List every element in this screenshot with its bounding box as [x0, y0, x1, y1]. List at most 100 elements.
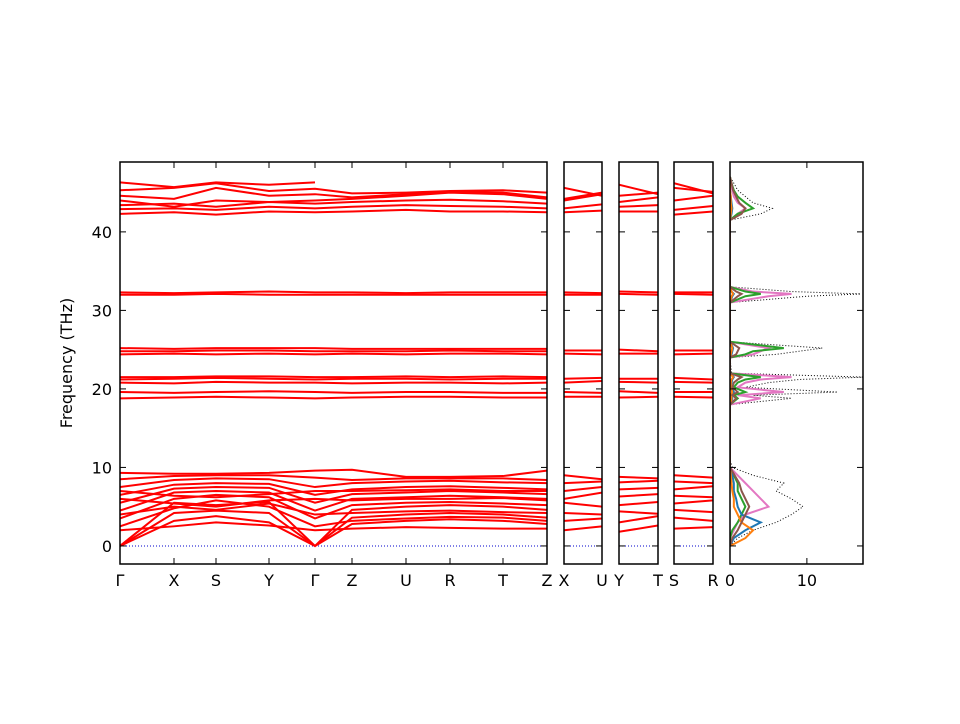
y-tick-label: 0: [102, 537, 112, 556]
x-tick-label: X: [559, 571, 570, 590]
y-tick-label: 10: [92, 458, 112, 477]
band: [120, 509, 547, 548]
band: [674, 292, 713, 296]
band: [120, 376, 547, 381]
band: [619, 348, 658, 353]
x-tick-label: 0: [725, 571, 735, 590]
band: [120, 474, 547, 481]
band: [564, 480, 602, 485]
band: [120, 477, 547, 489]
band: [674, 352, 713, 356]
band: [674, 485, 713, 491]
band: [674, 210, 713, 216]
band: [120, 380, 547, 385]
band: [120, 497, 547, 508]
band: [674, 204, 713, 211]
band: [564, 525, 602, 532]
band: [674, 508, 713, 514]
band: [619, 479, 658, 484]
band: [564, 491, 602, 500]
band: [619, 183, 658, 196]
band: [564, 517, 602, 522]
axes-frame: [563, 161, 603, 565]
band: [564, 209, 602, 214]
y-tick-label: 30: [92, 301, 112, 320]
band: [120, 292, 547, 296]
dos-curve: [730, 176, 751, 547]
x-tick-label: S: [211, 571, 221, 590]
y-tick-label: 40: [92, 223, 112, 242]
band: [674, 480, 713, 485]
band: [619, 486, 658, 491]
band: [564, 474, 602, 481]
dos-curve: [730, 176, 784, 546]
band: [564, 191, 602, 200]
band: [564, 486, 602, 492]
band: [564, 291, 602, 295]
band: [564, 511, 602, 516]
band: [120, 488, 547, 499]
x-tick-label: R: [444, 571, 455, 590]
x-tick-label: Z: [347, 571, 358, 590]
x-tick-label: T: [497, 571, 508, 590]
x-tick-label: Z: [542, 571, 553, 590]
band: [564, 380, 602, 384]
x-tick-label: U: [400, 571, 412, 590]
x-tick-label: R: [707, 571, 718, 590]
panel: [564, 186, 602, 547]
band: [619, 475, 658, 480]
band: [674, 380, 713, 384]
band: [674, 494, 713, 499]
x-tick-label: Γ: [116, 571, 125, 590]
axes-frame: [618, 161, 659, 565]
band: [619, 290, 658, 294]
x-tick-label: Γ: [311, 571, 320, 590]
band: [674, 395, 713, 399]
axes-frame: [729, 161, 864, 565]
band: [120, 468, 547, 478]
y-axis-label: Frequency (THz): [57, 298, 76, 428]
y-tick-label: 20: [92, 380, 112, 399]
axes-frame: [673, 161, 714, 565]
x-tick-label: Y: [613, 571, 624, 590]
band: [674, 499, 713, 505]
band: [619, 510, 658, 515]
band: [120, 521, 547, 532]
x-tick-label: Y: [263, 571, 274, 590]
band: [619, 500, 658, 507]
band: [564, 501, 602, 508]
band: [564, 376, 602, 380]
band: [619, 196, 658, 204]
band: [674, 376, 713, 381]
band: [674, 516, 713, 522]
band: [619, 515, 658, 524]
band: [120, 198, 547, 208]
panel: [619, 183, 658, 547]
band: [120, 482, 547, 496]
band: [619, 493, 658, 498]
band: [120, 208, 547, 216]
band: [120, 204, 547, 211]
panel: [674, 182, 713, 547]
panel: [120, 181, 547, 548]
band: [120, 486, 547, 504]
band: [120, 390, 547, 394]
band: [564, 203, 602, 210]
x-tick-label: S: [669, 571, 679, 590]
band: [120, 191, 547, 208]
band: [120, 290, 547, 295]
band: [619, 204, 658, 208]
band: [674, 182, 713, 195]
x-tick-label: U: [596, 571, 608, 590]
band: [619, 395, 658, 399]
x-tick-label: 10: [797, 571, 817, 590]
band: [120, 489, 547, 512]
band: [619, 292, 658, 296]
band: [120, 502, 547, 516]
band: [120, 349, 547, 353]
band: [120, 186, 547, 200]
band: [619, 390, 658, 394]
x-tick-label: T: [652, 571, 663, 590]
